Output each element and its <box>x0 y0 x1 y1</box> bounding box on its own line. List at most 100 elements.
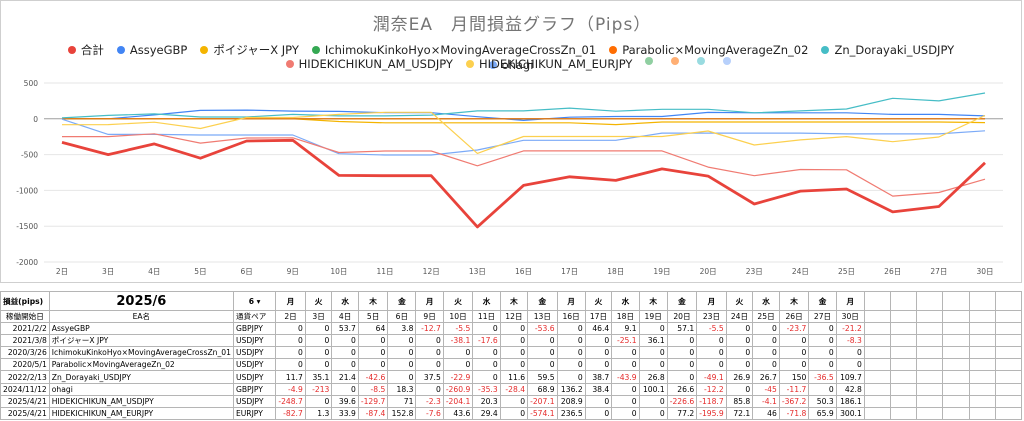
pips-cell[interactable]: -25.1 <box>611 334 640 348</box>
ea-name-cell[interactable]: ポイジャーX JPY <box>48 334 234 348</box>
pips-cell[interactable]: 37.5 <box>415 370 444 384</box>
pair-cell[interactable]: USDJPY <box>232 370 277 384</box>
pips-cell[interactable]: 0 <box>584 346 613 360</box>
pips-cell[interactable]: 0 <box>778 358 810 372</box>
pips-cell[interactable]: 0 <box>611 406 640 420</box>
pips-cell[interactable]: 46.4 <box>584 322 613 336</box>
pips-cell[interactable]: 0 <box>584 406 613 420</box>
pips-cell[interactable]: 35.1 <box>304 370 333 384</box>
pips-cell[interactable]: -35.3 <box>472 382 501 396</box>
pips-cell[interactable]: 0 <box>275 358 306 372</box>
pips-cell[interactable]: -49.1 <box>696 370 727 384</box>
pips-cell[interactable]: 0 <box>527 358 558 372</box>
pips-cell[interactable]: -4.1 <box>752 394 780 408</box>
pips-cell[interactable]: 21.4 <box>331 370 359 384</box>
empty-cell[interactable] <box>863 370 891 384</box>
start-date-cell[interactable]: 2020/3/26 <box>0 346 50 360</box>
empty-cell[interactable] <box>916 291 944 311</box>
empty-cell[interactable] <box>968 334 996 348</box>
legend-item[interactable]: Parabolic×MovingAverageZn_02 <box>609 42 808 58</box>
empty-cell[interactable] <box>968 394 996 408</box>
pips-cell[interactable]: 236.5 <box>556 406 586 420</box>
pips-cell[interactable]: -17.6 <box>472 334 501 348</box>
pips-cell[interactable]: 0 <box>611 382 640 396</box>
empty-cell[interactable] <box>916 370 944 384</box>
empty-cell[interactable] <box>889 334 918 348</box>
empty-cell[interactable] <box>994 406 1022 420</box>
empty-cell[interactable] <box>863 334 891 348</box>
pips-cell[interactable]: 0 <box>304 358 333 372</box>
empty-cell[interactable] <box>994 382 1022 396</box>
empty-cell[interactable] <box>916 322 944 336</box>
pips-cell[interactable]: 33.9 <box>331 406 359 420</box>
empty-cell[interactable] <box>942 382 970 396</box>
pips-cell[interactable]: 0 <box>835 358 865 372</box>
empty-cell[interactable] <box>968 309 996 324</box>
empty-cell[interactable] <box>968 358 996 372</box>
legend-item[interactable]: ohagi <box>488 58 533 72</box>
start-date-cell[interactable]: 2022/2/13 <box>0 370 50 384</box>
pair-cell[interactable]: EURJPY <box>232 406 277 420</box>
pips-cell[interactable]: -42.6 <box>357 370 389 384</box>
pair-cell[interactable]: GBPJPY <box>232 322 277 336</box>
empty-cell[interactable] <box>863 346 891 360</box>
pips-cell[interactable]: 59.5 <box>527 370 558 384</box>
pips-cell[interactable]: 0 <box>556 322 586 336</box>
pips-cell[interactable]: 0 <box>584 334 613 348</box>
pips-cell[interactable]: -12.7 <box>415 322 444 336</box>
pips-cell[interactable]: 26.6 <box>666 382 698 396</box>
pips-cell[interactable]: 11.7 <box>275 370 306 384</box>
pips-cell[interactable]: 39.6 <box>331 394 359 408</box>
pips-cell[interactable]: 0 <box>472 346 501 360</box>
pips-cell[interactable]: 26.7 <box>752 370 780 384</box>
pips-cell[interactable]: 0 <box>331 382 359 396</box>
ea-name-cell[interactable]: ohagi <box>48 382 234 396</box>
pips-cell[interactable]: 0 <box>808 346 837 360</box>
pips-cell[interactable]: 0 <box>304 334 333 348</box>
ea-name-cell[interactable]: IchimokuKinkoHyo×MovingAverageCrossZn_01 <box>48 346 234 360</box>
empty-cell[interactable] <box>863 394 891 408</box>
pips-cell[interactable]: -204.1 <box>442 394 474 408</box>
pips-cell[interactable]: -574.1 <box>527 406 558 420</box>
empty-cell[interactable] <box>916 358 944 372</box>
pips-cell[interactable]: -367.2 <box>778 394 810 408</box>
pips-cell[interactable]: 0 <box>638 322 668 336</box>
pips-cell[interactable]: 0 <box>304 346 333 360</box>
pips-cell[interactable]: 0 <box>556 334 586 348</box>
pips-cell[interactable]: 300.1 <box>835 406 865 420</box>
pips-cell[interactable]: 186.1 <box>835 394 865 408</box>
pips-cell[interactable]: -7.6 <box>415 406 444 420</box>
pips-cell[interactable]: -213 <box>304 382 333 396</box>
empty-cell[interactable] <box>916 394 944 408</box>
empty-cell[interactable] <box>889 382 918 396</box>
empty-cell[interactable] <box>942 322 970 336</box>
empty-cell[interactable] <box>942 406 970 420</box>
pips-cell[interactable]: 43.6 <box>442 406 474 420</box>
legend-item[interactable]: IchimokuKinkoHyo×MovingAverageCrossZn_01 <box>311 42 596 58</box>
pips-cell[interactable]: 0 <box>499 334 529 348</box>
pips-cell[interactable]: 57.1 <box>666 322 698 336</box>
pips-cell[interactable]: 0 <box>666 358 698 372</box>
start-date-cell[interactable]: 2020/5/1 <box>0 358 50 372</box>
pair-cell[interactable]: GBPJPY <box>232 382 277 396</box>
pips-cell[interactable]: 0 <box>808 382 837 396</box>
pips-cell[interactable]: -8.5 <box>357 382 389 396</box>
pips-cell[interactable]: -45 <box>752 382 780 396</box>
empty-cell[interactable] <box>863 309 891 324</box>
pips-cell[interactable]: -260.9 <box>442 382 474 396</box>
pips-cell[interactable]: 0 <box>442 358 474 372</box>
pips-cell[interactable]: 0 <box>556 370 586 384</box>
empty-cell[interactable] <box>889 358 918 372</box>
empty-cell[interactable] <box>994 370 1022 384</box>
pips-cell[interactable]: 0 <box>472 322 501 336</box>
pips-cell[interactable]: 109.7 <box>835 370 865 384</box>
pips-cell[interactable]: 20.3 <box>472 394 501 408</box>
pips-cell[interactable]: 0 <box>527 334 558 348</box>
pips-cell[interactable]: -28.4 <box>499 382 529 396</box>
empty-cell[interactable] <box>968 382 996 396</box>
pips-cell[interactable]: 0 <box>415 334 444 348</box>
pips-cell[interactable]: 0 <box>472 358 501 372</box>
legend-item[interactable]: HIDEKICHIKUN_AM_USDJPY <box>285 57 453 71</box>
pips-cell[interactable]: 0 <box>725 346 754 360</box>
pips-cell[interactable]: -36.5 <box>808 370 837 384</box>
